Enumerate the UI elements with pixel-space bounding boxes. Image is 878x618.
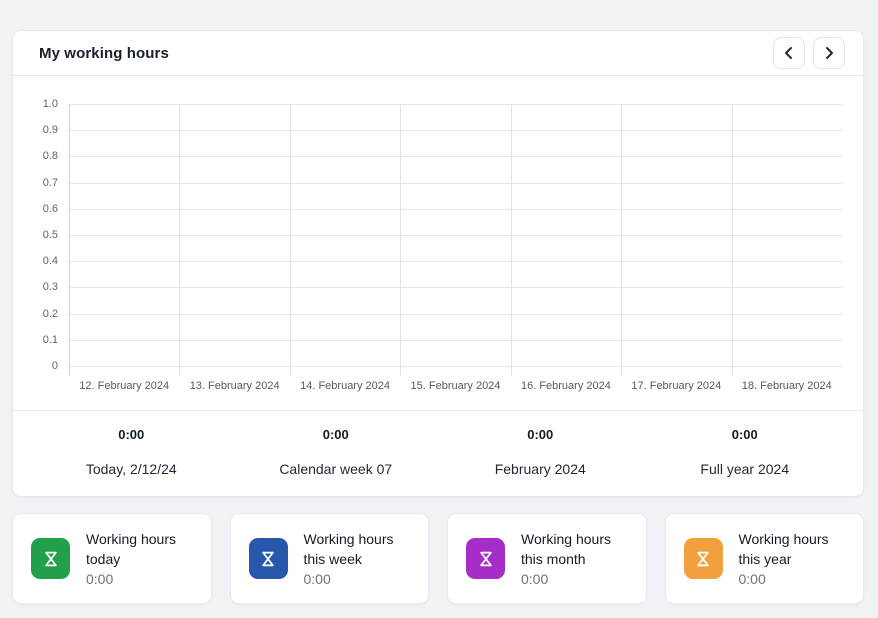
card-value: 0:00 — [521, 570, 549, 587]
hourglass-icon — [466, 538, 505, 579]
summary-label: Calendar week 07 — [279, 461, 393, 477]
panel-header: My working hours — [13, 31, 863, 76]
previous-period-button[interactable] — [773, 37, 805, 69]
chevron-right-icon — [820, 44, 838, 62]
card-working-hours-this-month[interactable]: Working hours this month 0:00 — [447, 513, 647, 604]
summary-value: 0:00 — [527, 427, 554, 442]
card-text: Working hours this year 0:00 — [739, 529, 850, 589]
summary-value: 0:00 — [322, 427, 349, 442]
stat-cards-row: Working hours today 0:00 Working hours t… — [12, 513, 864, 604]
page-title: My working hours — [39, 44, 169, 62]
card-text: Working hours this month 0:00 — [521, 529, 632, 589]
summary-item-month: 0:00 February 2024 — [438, 425, 643, 497]
summary-item-today: 0:00 Today, 2/12/24 — [29, 425, 234, 497]
summary-item-year: 0:00 Full year 2024 — [643, 425, 848, 497]
summary-label: Full year 2024 — [700, 461, 790, 477]
next-period-button[interactable] — [813, 37, 845, 69]
chart-x-axis: 12. February 2024 13. February 2024 14. Fe… — [79, 380, 832, 392]
hourglass-icon — [31, 538, 70, 579]
summary-row: 0:00 Today, 2/12/24 0:00 Calendar week 0… — [13, 411, 863, 497]
summary-value: 0:00 — [731, 427, 758, 442]
card-title: Working hours this year — [738, 530, 829, 567]
hourglass-icon — [683, 538, 723, 579]
card-title: Working hours this month — [521, 530, 612, 567]
chart-plot — [69, 104, 842, 376]
working-hours-panel: My working hours 1.0 0.9 0.8 0.7 0.6 0.5 0.4 0.… — [12, 30, 864, 497]
working-hours-chart: 1.0 0.9 0.8 0.7 0.6 0.5 0.4 0.3 0.2 0.1 0 12. Febr… — [13, 76, 863, 411]
card-title: Working hours this week — [303, 530, 394, 567]
card-working-hours-this-year[interactable]: Working hours this year 0:00 — [664, 513, 864, 604]
period-navigation — [773, 37, 845, 69]
card-working-hours-today[interactable]: Working hours today 0:00 — [12, 513, 212, 604]
card-title: Working hours today — [86, 530, 177, 567]
summary-item-week: 0:00 Calendar week 07 — [234, 425, 439, 497]
card-value: 0:00 — [86, 570, 114, 587]
chevron-left-icon — [780, 44, 798, 62]
summary-value: 0:00 — [118, 427, 145, 442]
summary-label: February 2024 — [494, 461, 586, 477]
hourglass-icon — [248, 538, 288, 579]
card-text: Working hours today 0:00 — [86, 529, 197, 589]
card-working-hours-this-week[interactable]: Working hours this week 0:00 — [229, 513, 429, 604]
card-text: Working hours this week 0:00 — [304, 529, 415, 589]
card-value: 0:00 — [303, 570, 331, 587]
chart-y-axis: 1.0 0.9 0.8 0.7 0.6 0.5 0.4 0.3 0.2 0.1 0 — [42, 98, 58, 372]
card-value: 0:00 — [738, 570, 766, 587]
summary-label: Today, 2/12/24 — [85, 461, 177, 477]
